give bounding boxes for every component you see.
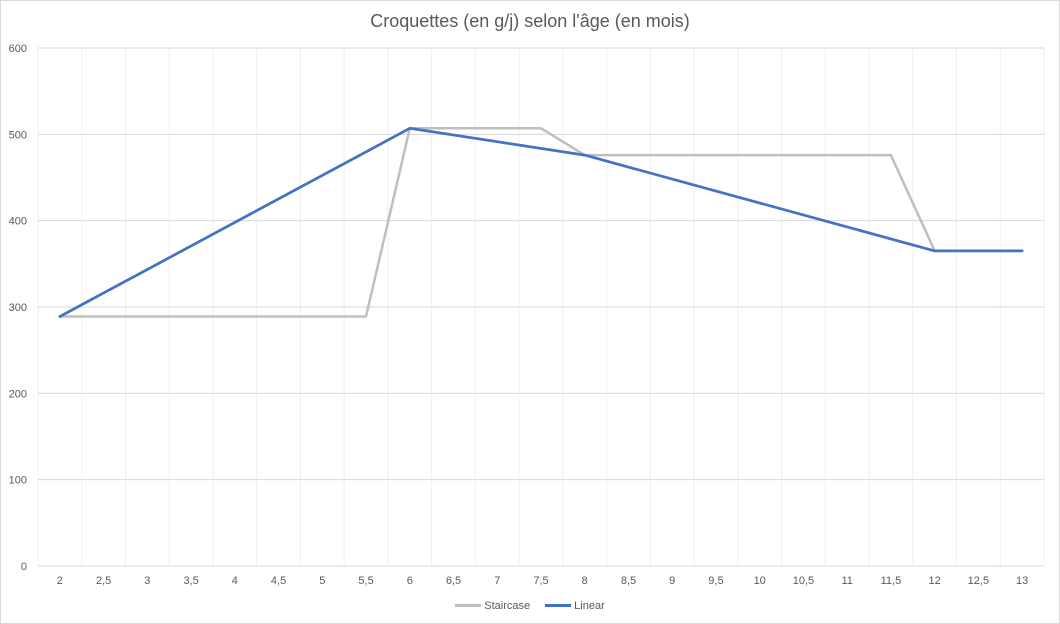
legend-item-linear: Linear — [545, 600, 605, 612]
x-tick-label: 10,5 — [793, 575, 814, 587]
series-lines — [58, 126, 1024, 318]
x-tick-label: 7,5 — [533, 575, 548, 587]
x-tick-label: 2 — [57, 575, 63, 587]
y-tick-label: 400 — [9, 216, 27, 228]
x-tick-label: 12,5 — [968, 575, 989, 587]
y-tick-label: 200 — [9, 388, 27, 400]
x-tick-label: 11 — [841, 575, 852, 587]
x-tick-label: 5 — [319, 575, 325, 587]
x-tick-label: 12 — [929, 575, 941, 587]
y-tick-label: 600 — [9, 43, 27, 55]
legend-label-staircase: Staircase — [484, 599, 531, 612]
legend-swatch-staircase — [455, 604, 482, 607]
y-tick-label: 100 — [9, 475, 27, 487]
chart-title: Croquettes (en g/j) selon l'âge (en mois… — [370, 11, 690, 31]
x-tick-label: 9 — [669, 575, 675, 587]
x-tick-label: 4 — [232, 575, 238, 587]
legend-label-linear: Linear — [574, 599, 605, 612]
legend-swatch-linear — [545, 604, 572, 607]
x-tick-label: 10 — [754, 575, 766, 587]
x-tick-label: 8 — [582, 575, 588, 587]
series-line-staircase — [58, 127, 1024, 318]
y-tick-label: 0 — [21, 561, 27, 573]
y-tick-label: 500 — [9, 129, 27, 141]
x-tick-label: 3,5 — [183, 575, 198, 587]
x-tick-label: 13 — [1016, 575, 1028, 587]
legend-item-staircase: Staircase — [455, 600, 530, 612]
x-tick-label: 9,5 — [708, 575, 723, 587]
x-tick-label: 6,5 — [446, 575, 461, 587]
y-tick-label: 300 — [9, 302, 27, 314]
x-tick-label: 4,5 — [271, 575, 286, 587]
series-line-linear — [58, 126, 1024, 318]
x-tick-label: 7 — [494, 575, 500, 587]
x-tick-label: 8,5 — [621, 575, 636, 587]
x-tick-label: 2,5 — [96, 575, 111, 587]
x-tick-label: 5,5 — [358, 575, 373, 587]
x-tick-label: 3 — [144, 575, 150, 587]
legend: Staircase Linear — [0, 598, 1060, 612]
gridlines — [37, 47, 1045, 566]
x-tick-label: 6 — [407, 575, 413, 587]
x-tick-label: 11,5 — [881, 575, 902, 587]
tick-labels: 0 100 200 300 400 500 600 2 2,5 3 3,5 4 4,5 5 5,5 6 6,5 7… — [9, 43, 1029, 587]
